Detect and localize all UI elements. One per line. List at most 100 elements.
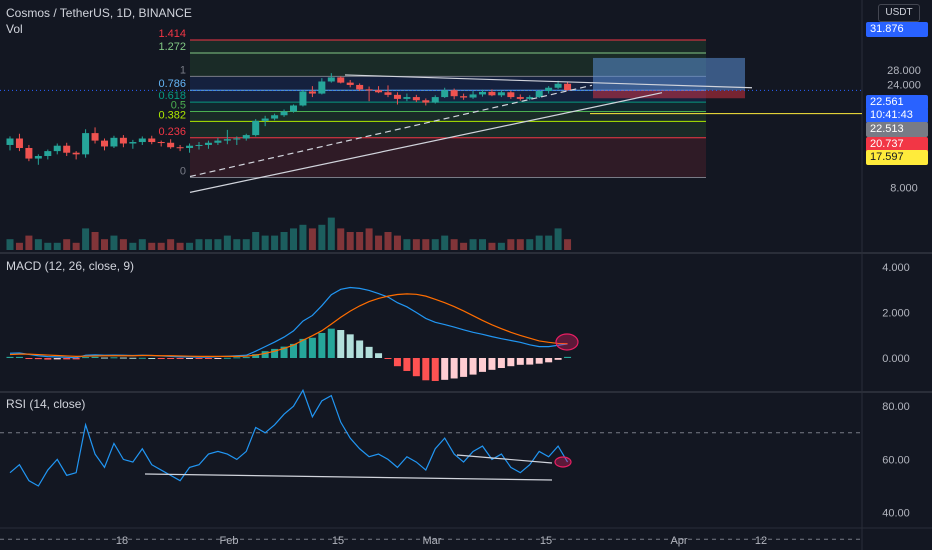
macd-histogram-bar <box>450 358 458 379</box>
candle-body <box>516 97 524 99</box>
candle-body <box>337 77 345 83</box>
volume-bar <box>15 242 23 250</box>
candle-body <box>412 97 420 101</box>
volume-bar <box>375 235 383 250</box>
candle-body <box>403 97 411 99</box>
candle-body <box>318 81 326 94</box>
volume-bar <box>110 235 118 250</box>
macd-histogram-bar <box>15 356 23 358</box>
fib-level-label: 0.236 <box>158 126 186 138</box>
candle-body <box>82 133 90 155</box>
macd-histogram-bar <box>479 358 486 372</box>
fib-level-label: 0.786 <box>158 78 186 90</box>
candle-body <box>327 77 335 82</box>
macd-histogram-bar <box>214 358 222 359</box>
volume-bar <box>223 235 231 250</box>
volume-bar <box>384 232 392 250</box>
price-tick-label: 8.000 <box>890 183 918 195</box>
candle-body <box>441 90 449 98</box>
macd-histogram-bar <box>384 358 392 359</box>
rsi-divergence-line <box>456 454 553 464</box>
volume-bar <box>479 239 486 250</box>
macd-histogram-bar <box>526 358 534 365</box>
macd-tick-label: 2.000 <box>882 308 910 320</box>
volume-bar <box>526 239 534 250</box>
macd-histogram-bar <box>327 328 335 358</box>
macd-histogram-bar <box>375 353 383 358</box>
macd-histogram-bar <box>412 358 420 377</box>
macd-histogram-bar <box>308 337 316 358</box>
volume-bar <box>488 242 496 250</box>
price-tag: 20.737 <box>866 137 928 152</box>
volume-bar <box>516 239 524 250</box>
candle-body <box>53 145 61 152</box>
volume-bar <box>157 242 165 250</box>
candle-body <box>479 91 486 95</box>
time-tick-label: 15 <box>540 535 552 547</box>
macd-histogram-bar <box>110 357 118 359</box>
candle-body <box>356 84 364 90</box>
volume-bar <box>186 242 194 250</box>
macd-cross-highlight <box>555 333 579 351</box>
volume-bar <box>290 228 297 250</box>
volume-bar <box>469 239 477 250</box>
fib-level-label: 1 <box>180 64 186 76</box>
macd-histogram-bar <box>365 346 373 358</box>
fib-zone <box>190 102 706 112</box>
fib-level-label: 1.414 <box>158 28 186 40</box>
candle-body <box>72 152 80 155</box>
time-tick-label: 18 <box>116 535 128 547</box>
candle-body <box>280 111 288 116</box>
macd-histogram-bar <box>441 358 449 380</box>
macd-histogram-bar <box>6 356 14 358</box>
volume-bar <box>271 235 279 250</box>
candle-body <box>242 135 250 139</box>
price-tick-label: 24.000 <box>887 80 921 92</box>
macd-histogram-bar <box>299 338 307 358</box>
time-tick-label: 15 <box>332 535 344 547</box>
macd-histogram-bar <box>63 358 71 360</box>
candle-body <box>488 91 496 96</box>
fib-zone <box>190 121 706 138</box>
candle-body <box>422 100 430 103</box>
volume-bar <box>431 239 439 250</box>
candle-body <box>564 83 572 91</box>
candle-body <box>44 151 52 157</box>
candle-body <box>195 144 203 146</box>
macd-histogram-bar <box>119 357 127 359</box>
macd-histogram-bar <box>138 357 146 359</box>
macd-histogram-bar <box>157 358 165 359</box>
volume-bar <box>242 239 250 250</box>
volume-bar <box>337 228 345 250</box>
fib-level-label: 0.382 <box>158 109 186 121</box>
time-tick-label: Feb <box>220 535 239 547</box>
macd-histogram-bar <box>167 358 175 359</box>
fib-level-label: 0 <box>180 166 186 178</box>
rsi-highlight <box>554 456 572 468</box>
volume-bar <box>318 224 326 250</box>
macd-histogram-bar <box>422 358 430 381</box>
macd-histogram-bar <box>318 332 326 358</box>
macd-histogram-bar <box>44 358 52 360</box>
rsi-tick-label: 80.00 <box>882 401 910 413</box>
candle-body <box>431 97 439 103</box>
macd-histogram-bar <box>34 358 42 360</box>
macd-histogram-bar <box>82 357 90 359</box>
time-tick-label: 12 <box>755 535 767 547</box>
volume-bar <box>365 228 373 250</box>
volume-bar <box>280 232 288 250</box>
currency-selector[interactable]: USDT <box>878 4 920 22</box>
volume-bar <box>25 235 33 250</box>
volume-bar <box>101 239 108 250</box>
rsi-tick-label: 40.00 <box>882 508 910 520</box>
candle-body <box>25 147 33 159</box>
macd-tick-label: 4.000 <box>882 262 910 274</box>
volume-bar <box>176 242 184 250</box>
volume-bar <box>261 235 269 250</box>
candle-body <box>384 92 392 95</box>
macd-histogram-bar <box>393 358 401 367</box>
candle-body <box>271 115 279 119</box>
volume-bar <box>422 239 430 250</box>
volume-bar <box>545 235 553 250</box>
